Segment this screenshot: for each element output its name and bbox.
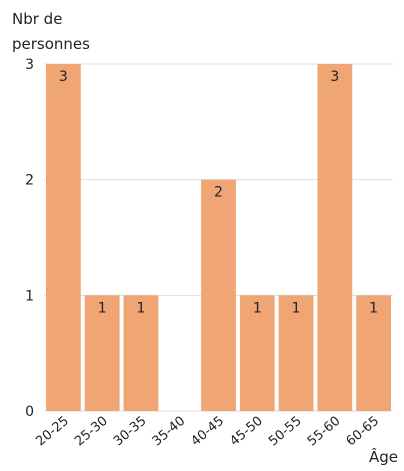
data-label-60-65: 1 bbox=[369, 300, 378, 316]
x-tick-label-40-45: 40-45 bbox=[188, 414, 227, 450]
y-tick-label: 1 bbox=[25, 288, 34, 304]
y-tick-label: 0 bbox=[25, 404, 34, 420]
x-tick-label-55-60: 55-60 bbox=[305, 414, 344, 450]
x-tick-label-20-25: 20-25 bbox=[33, 414, 72, 450]
bar-30-35 bbox=[123, 295, 159, 411]
y-tick-label: 2 bbox=[25, 173, 34, 189]
data-label-50-55: 1 bbox=[292, 300, 301, 316]
bar-40-45 bbox=[201, 179, 236, 411]
bar-20-25 bbox=[46, 64, 81, 411]
x-tick-label-45-50: 45-50 bbox=[227, 414, 266, 450]
x-tick-label-60-65: 60-65 bbox=[344, 414, 383, 450]
data-label-25-30: 1 bbox=[98, 300, 107, 316]
y-axis-ticks: 0 1 2 3 bbox=[25, 57, 34, 420]
x-tick-label-50-55: 50-55 bbox=[266, 414, 305, 450]
bar-50-55 bbox=[278, 295, 314, 411]
x-axis-title: Âge bbox=[369, 447, 398, 466]
x-tick-label-25-30: 25-30 bbox=[72, 414, 111, 450]
data-label-45-50: 1 bbox=[253, 300, 262, 316]
x-tick-label-35-40: 35-40 bbox=[150, 414, 189, 450]
data-label-20-25: 3 bbox=[59, 69, 68, 85]
bar-45-50 bbox=[239, 295, 275, 411]
data-label-40-45: 2 bbox=[214, 185, 223, 201]
bar-55-60 bbox=[317, 64, 353, 411]
x-tick-label-30-35: 30-35 bbox=[111, 414, 150, 450]
bars bbox=[46, 64, 391, 411]
y-tick-label: 3 bbox=[25, 57, 34, 73]
x-axis-ticks: 20-25 25-30 30-35 35-40 40-45 45-50 50-55 55-60… bbox=[33, 414, 382, 450]
y-axis-title-line-1: Nbr de bbox=[12, 10, 62, 28]
bar-60-65 bbox=[356, 295, 391, 411]
data-label-30-35: 1 bbox=[136, 300, 145, 316]
data-label-55-60: 3 bbox=[330, 69, 339, 85]
y-axis-title-line-2: personnes bbox=[12, 35, 90, 53]
data-labels: 3 1 1 2 1 1 3 1 bbox=[59, 69, 378, 316]
bar-25-30 bbox=[84, 295, 120, 411]
